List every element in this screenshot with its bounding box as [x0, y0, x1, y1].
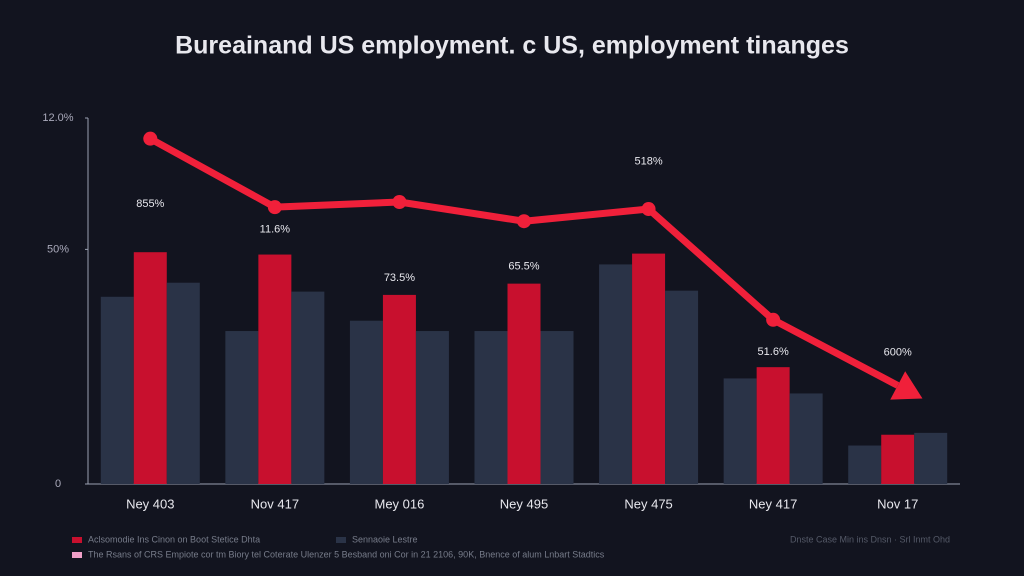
source-note: Dnste Case Min ins Dnsn · Srl Inmt Ohd: [790, 534, 950, 544]
x-tick-label: Ney 475: [624, 496, 672, 511]
bar: [756, 367, 790, 484]
legend-label: Aclsomodie Ins Cinon on Boot Stetice Dht…: [88, 534, 260, 544]
bar: [540, 331, 574, 484]
annotation: 73.5%: [384, 272, 415, 284]
legend-swatch: [72, 552, 82, 558]
bar: [474, 331, 508, 484]
bar: [415, 331, 449, 484]
line-point: [517, 214, 531, 229]
bar: [507, 283, 541, 484]
annotation: 65.5%: [508, 261, 539, 273]
y-tick-label: 12.0%: [42, 112, 73, 124]
chart-title: Bureainand US employment. c US, employme…: [175, 32, 849, 60]
bar: [665, 290, 699, 484]
bar: [599, 264, 633, 484]
bar: [789, 393, 823, 484]
bar: [291, 291, 325, 484]
line-point: [143, 131, 158, 146]
annotation: 11.6%: [260, 223, 291, 235]
y-tick-label: 50%: [47, 243, 69, 255]
annotation: 855%: [136, 198, 164, 210]
bar: [382, 294, 416, 484]
bar: [723, 378, 757, 484]
annotation: 51.6%: [758, 346, 789, 358]
line-point: [267, 200, 282, 215]
bar: [632, 253, 666, 484]
bar: [100, 296, 134, 484]
y-tick-label: 0: [55, 478, 61, 490]
x-tick-label: Nov 17: [877, 496, 918, 511]
legend-label: The Rsans of CRS Empiote cor tm Biory te…: [88, 549, 605, 559]
x-tick-label: Nov 417: [251, 496, 299, 511]
x-tick-label: Ney 403: [126, 496, 174, 511]
arrow-head: [890, 371, 923, 400]
bar: [225, 331, 259, 484]
line-point: [392, 194, 407, 209]
bar: [349, 320, 383, 484]
legend-label: Sennaoie Lestre: [352, 534, 418, 544]
legend-swatch: [336, 537, 346, 543]
x-tick-label: Ney 417: [749, 496, 797, 511]
legend-swatch: [72, 537, 82, 543]
bar: [166, 282, 200, 484]
bar: [881, 434, 915, 484]
bar: [914, 432, 948, 484]
annotation: 518%: [635, 156, 663, 168]
x-tick-label: Ney 495: [500, 496, 548, 511]
x-tick-label: Mey 016: [374, 496, 424, 511]
bar: [848, 445, 882, 484]
bar: [258, 254, 292, 484]
line-point: [641, 202, 656, 217]
annotation: 600%: [884, 347, 912, 359]
bar: [133, 252, 167, 484]
line-point: [766, 312, 781, 327]
